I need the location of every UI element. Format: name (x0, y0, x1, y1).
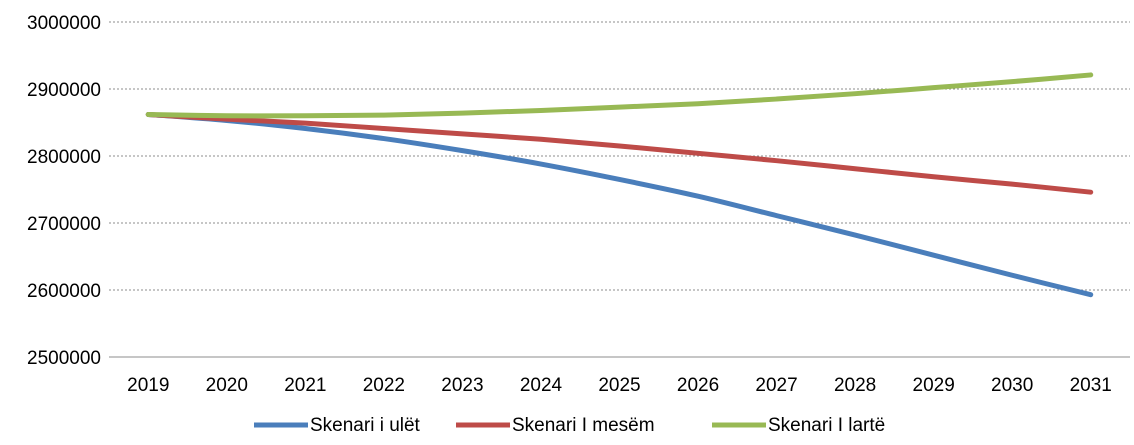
legend: Skenari i ulët Skenari I mesëm Skenari I l… (254, 415, 885, 436)
x-tick-label: 2020 (206, 375, 248, 396)
legend-label: Skenari i ulët (310, 415, 421, 436)
series-lines (145, 72, 1094, 298)
y-tick-label: 3000000 (27, 13, 101, 34)
y-tick-label: 2500000 (27, 348, 101, 369)
series-line-3 (145, 72, 1094, 119)
x-tick-label: 2029 (913, 375, 955, 396)
y-tick-label: 2800000 (27, 147, 101, 168)
x-tick-label: 2024 (520, 375, 563, 396)
x-tick-label: 2021 (284, 375, 326, 396)
x-tick-label: 2030 (991, 375, 1033, 396)
x-tick-label: 2019 (127, 375, 169, 396)
series-line-2 (145, 111, 1094, 195)
y-tick-label: 2700000 (27, 214, 101, 235)
axes: 2500000 2600000 2700000 2800000 2900000 30000… (27, 13, 1130, 396)
x-tick-label: 2028 (834, 375, 876, 396)
x-tick-label: 2031 (1070, 375, 1112, 396)
x-tick-label: 2026 (677, 375, 719, 396)
legend-label: Skenari I mesëm (512, 415, 655, 436)
series-line-1 (145, 111, 1094, 298)
x-tick-label: 2025 (598, 375, 640, 396)
gridlines (109, 21, 1130, 291)
legend-label: Skenari I lartë (768, 415, 885, 436)
y-tick-label: 2600000 (27, 281, 101, 302)
x-tick-label: 2027 (755, 375, 797, 396)
x-tick-label: 2022 (363, 375, 405, 396)
x-tick-label: 2023 (441, 375, 483, 396)
y-tick-label: 2900000 (27, 80, 101, 101)
